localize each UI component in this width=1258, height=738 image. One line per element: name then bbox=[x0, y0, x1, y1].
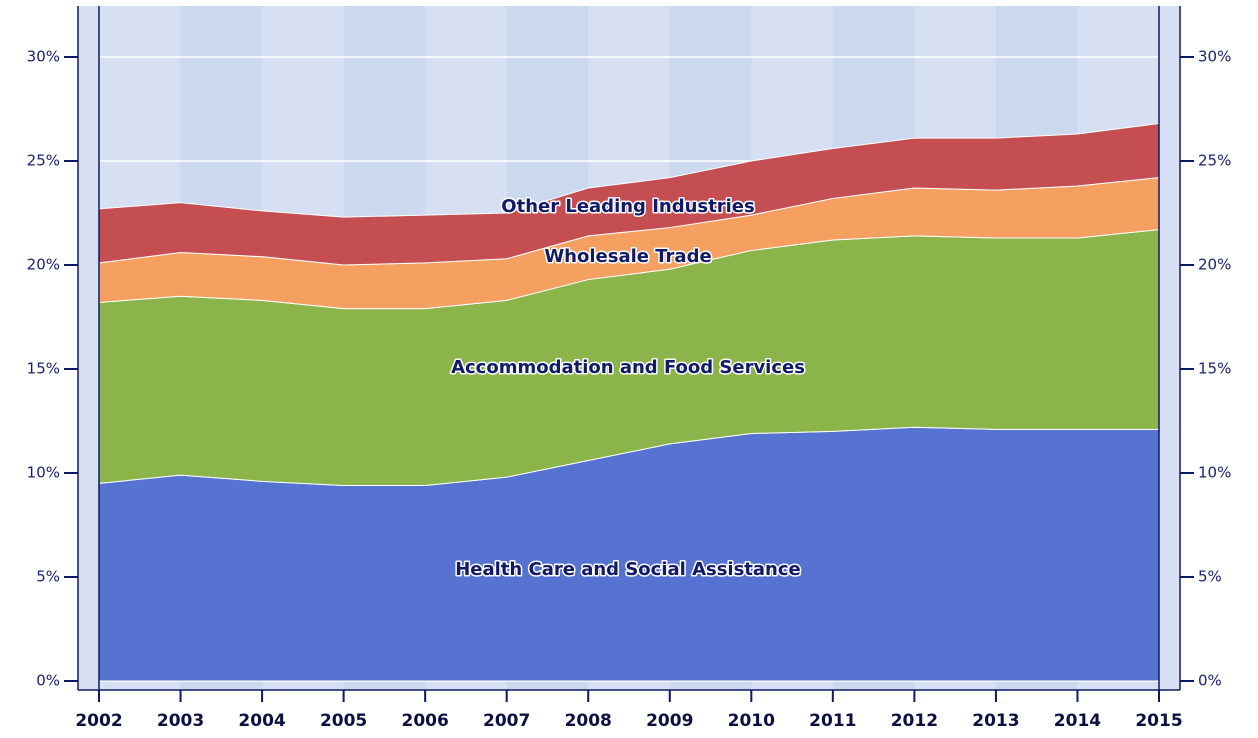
series-label: Health Care and Social Assistance bbox=[455, 559, 801, 580]
y2-tick-label: 5% bbox=[1198, 568, 1222, 586]
y-tick-label: 10% bbox=[27, 464, 60, 482]
series-label: Other Leading Industries bbox=[501, 196, 754, 217]
y2-tick-label: 10% bbox=[1198, 464, 1231, 482]
x-tick-label: 2005 bbox=[320, 711, 367, 731]
x-tick-label: 2014 bbox=[1054, 711, 1101, 731]
x-tick-label: 2012 bbox=[891, 711, 938, 731]
x-tick-label: 2010 bbox=[728, 711, 775, 731]
x-tick-label: 2006 bbox=[401, 711, 448, 731]
series-label: Accommodation and Food Services bbox=[451, 357, 805, 378]
y-tick-label: 15% bbox=[27, 360, 60, 378]
x-tick-label: 2015 bbox=[1135, 711, 1182, 731]
y-tick-label: 30% bbox=[27, 48, 60, 66]
x-tick-label: 2004 bbox=[238, 711, 285, 731]
x-tick-label: 2009 bbox=[646, 711, 693, 731]
y2-tick-label: 20% bbox=[1198, 256, 1231, 274]
x-tick-label: 2008 bbox=[565, 711, 612, 731]
y2-tick-label: 30% bbox=[1198, 48, 1231, 66]
x-tick-label: 2002 bbox=[75, 711, 122, 731]
x-tick-label: 2003 bbox=[157, 711, 204, 731]
y2-tick-label: 15% bbox=[1198, 360, 1231, 378]
x-tick-label: 2007 bbox=[483, 711, 530, 731]
x-tick-label: 2013 bbox=[972, 711, 1019, 731]
series-label: Wholesale Trade bbox=[544, 246, 711, 267]
y-tick-label: 0% bbox=[36, 672, 60, 690]
y-tick-label: 25% bbox=[27, 152, 60, 170]
y2-tick-label: 25% bbox=[1198, 152, 1231, 170]
x-tick-label: 2011 bbox=[809, 711, 856, 731]
y-tick-label: 5% bbox=[36, 568, 60, 586]
y-tick-label: 20% bbox=[27, 256, 60, 274]
y2-tick-label: 0% bbox=[1198, 672, 1222, 690]
